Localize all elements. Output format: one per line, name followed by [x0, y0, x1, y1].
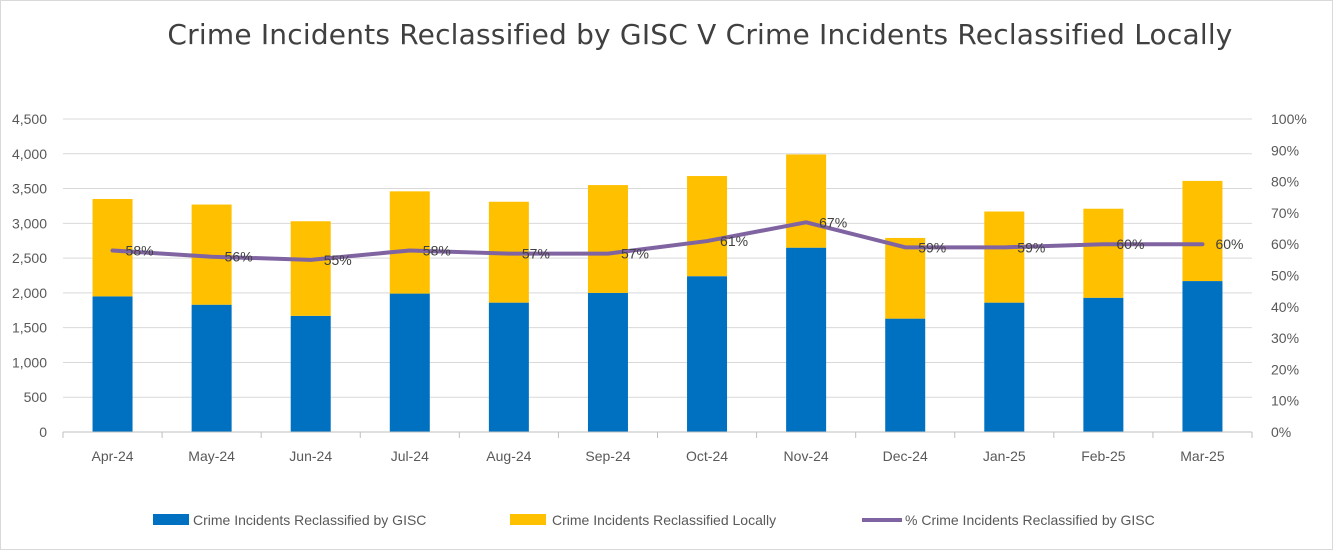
right-axis-tick-label: 10%	[1271, 393, 1299, 409]
bar-local	[92, 198, 133, 297]
bar-local	[786, 154, 827, 248]
bar-gisc	[92, 296, 133, 432]
percent-data-label: 61%	[720, 233, 748, 249]
x-axis-tick-label: Oct-24	[686, 448, 728, 464]
gridlines	[63, 118, 1252, 398]
left-axis-tick-label: 3,500	[12, 181, 47, 197]
legend-label-gisc: Crime Incidents Reclassified by GISC	[193, 512, 426, 528]
x-axis-tick-label: Dec-24	[883, 448, 928, 464]
left-axis-tick-label: 1,000	[12, 354, 47, 370]
percent-data-label: 60%	[1215, 236, 1243, 252]
percent-data-label: 58%	[126, 242, 154, 258]
right-axis-tick-label: 80%	[1271, 174, 1299, 190]
right-axis-tick-label: 60%	[1271, 236, 1299, 252]
bar-gisc	[191, 304, 232, 432]
legend-swatch-local	[510, 514, 546, 525]
percent-data-label: 67%	[819, 214, 847, 230]
percent-data-label: 58%	[423, 242, 451, 258]
x-axis-tick-label: Jun-24	[289, 448, 332, 464]
left-axis: 0 500 1,000 1,500 2,000 2,500 3,000 3,500 4,000 4…	[12, 111, 47, 440]
right-axis-tick-label: 70%	[1271, 205, 1299, 221]
percent-line	[110, 220, 1205, 262]
legend-swatch-gisc	[153, 514, 189, 525]
x-axis-tick-label: May-24	[188, 448, 235, 464]
left-axis-tick-label: 500	[24, 389, 48, 405]
right-axis-tick-label: 40%	[1271, 299, 1299, 315]
percent-data-label: 57%	[522, 246, 550, 262]
percent-data-label: 55%	[324, 252, 352, 268]
bar-gisc	[687, 276, 728, 432]
bar-gisc	[885, 318, 926, 432]
left-axis-tick-label: 4,500	[12, 111, 47, 127]
x-axis-tick-label: Jul-24	[391, 448, 429, 464]
bar-gisc	[1083, 297, 1124, 432]
left-axis-tick-label: 2,500	[12, 250, 47, 266]
bar-local	[1182, 180, 1223, 282]
bar-local	[587, 185, 628, 293]
x-axis-tick-label: Feb-25	[1081, 448, 1126, 464]
bar-local	[984, 211, 1025, 303]
bar-gisc	[488, 302, 529, 432]
percent-data-label: 59%	[918, 239, 946, 255]
x-axis: Apr-24 May-24 Jun-24 Jul-24 Aug-24 Sep-24 Oct-…	[62, 431, 1253, 464]
right-axis-tick-label: 0%	[1271, 424, 1291, 440]
left-axis-tick-label: 0	[39, 424, 47, 440]
x-axis-tick-label: Apr-24	[92, 448, 134, 464]
percent-data-label: 60%	[1116, 236, 1144, 252]
percent-series-line	[110, 220, 1205, 262]
bars	[92, 154, 1223, 432]
data-labels: 58% 56% 55% 58% 57% 57% 61% 67% 59% 59% 60% 60%	[126, 214, 1244, 268]
percent-data-label: 59%	[1017, 239, 1045, 255]
right-axis: 0% 10% 20% 30% 40% 50% 60% 70% 80% 90% 100%	[1271, 111, 1307, 440]
legend: Crime Incidents Reclassified by GISC Crim…	[153, 512, 1155, 528]
left-axis-tick-label: 2,000	[12, 285, 47, 301]
x-axis-tick-label: Aug-24	[486, 448, 531, 464]
left-axis-tick-label: 4,000	[12, 146, 47, 162]
left-axis-tick-label: 1,500	[12, 320, 47, 336]
x-axis-tick-label: Nov-24	[784, 448, 829, 464]
percent-data-label: 56%	[225, 249, 253, 265]
x-axis-tick-label: Mar-25	[1180, 448, 1225, 464]
bar-local	[1083, 208, 1124, 298]
legend-label-percent: % Crime Incidents Reclassified by GISC	[905, 512, 1155, 528]
right-axis-tick-label: 100%	[1271, 111, 1307, 127]
bar-local	[885, 237, 926, 319]
right-axis-tick-label: 20%	[1271, 361, 1299, 377]
chart-title: Crime Incidents Reclassified by GISC V C…	[167, 18, 1233, 51]
bar-gisc	[984, 302, 1025, 432]
bar-gisc	[587, 292, 628, 432]
bar-gisc	[290, 315, 331, 432]
bar-gisc	[1182, 281, 1223, 432]
bar-local	[687, 176, 728, 277]
left-axis-tick-label: 3,000	[12, 215, 47, 231]
x-axis-tick-label: Jan-25	[983, 448, 1026, 464]
right-axis-tick-label: 30%	[1271, 330, 1299, 346]
right-axis-tick-label: 90%	[1271, 142, 1299, 158]
bar-gisc	[786, 247, 827, 432]
bar-local	[389, 191, 430, 294]
percent-data-label: 57%	[621, 246, 649, 262]
legend-label-local: Crime Incidents Reclassified Locally	[552, 512, 776, 528]
bar-gisc	[389, 293, 430, 432]
bar-local	[290, 221, 331, 316]
x-axis-tick-label: Sep-24	[585, 448, 630, 464]
right-axis-tick-label: 50%	[1271, 268, 1299, 284]
